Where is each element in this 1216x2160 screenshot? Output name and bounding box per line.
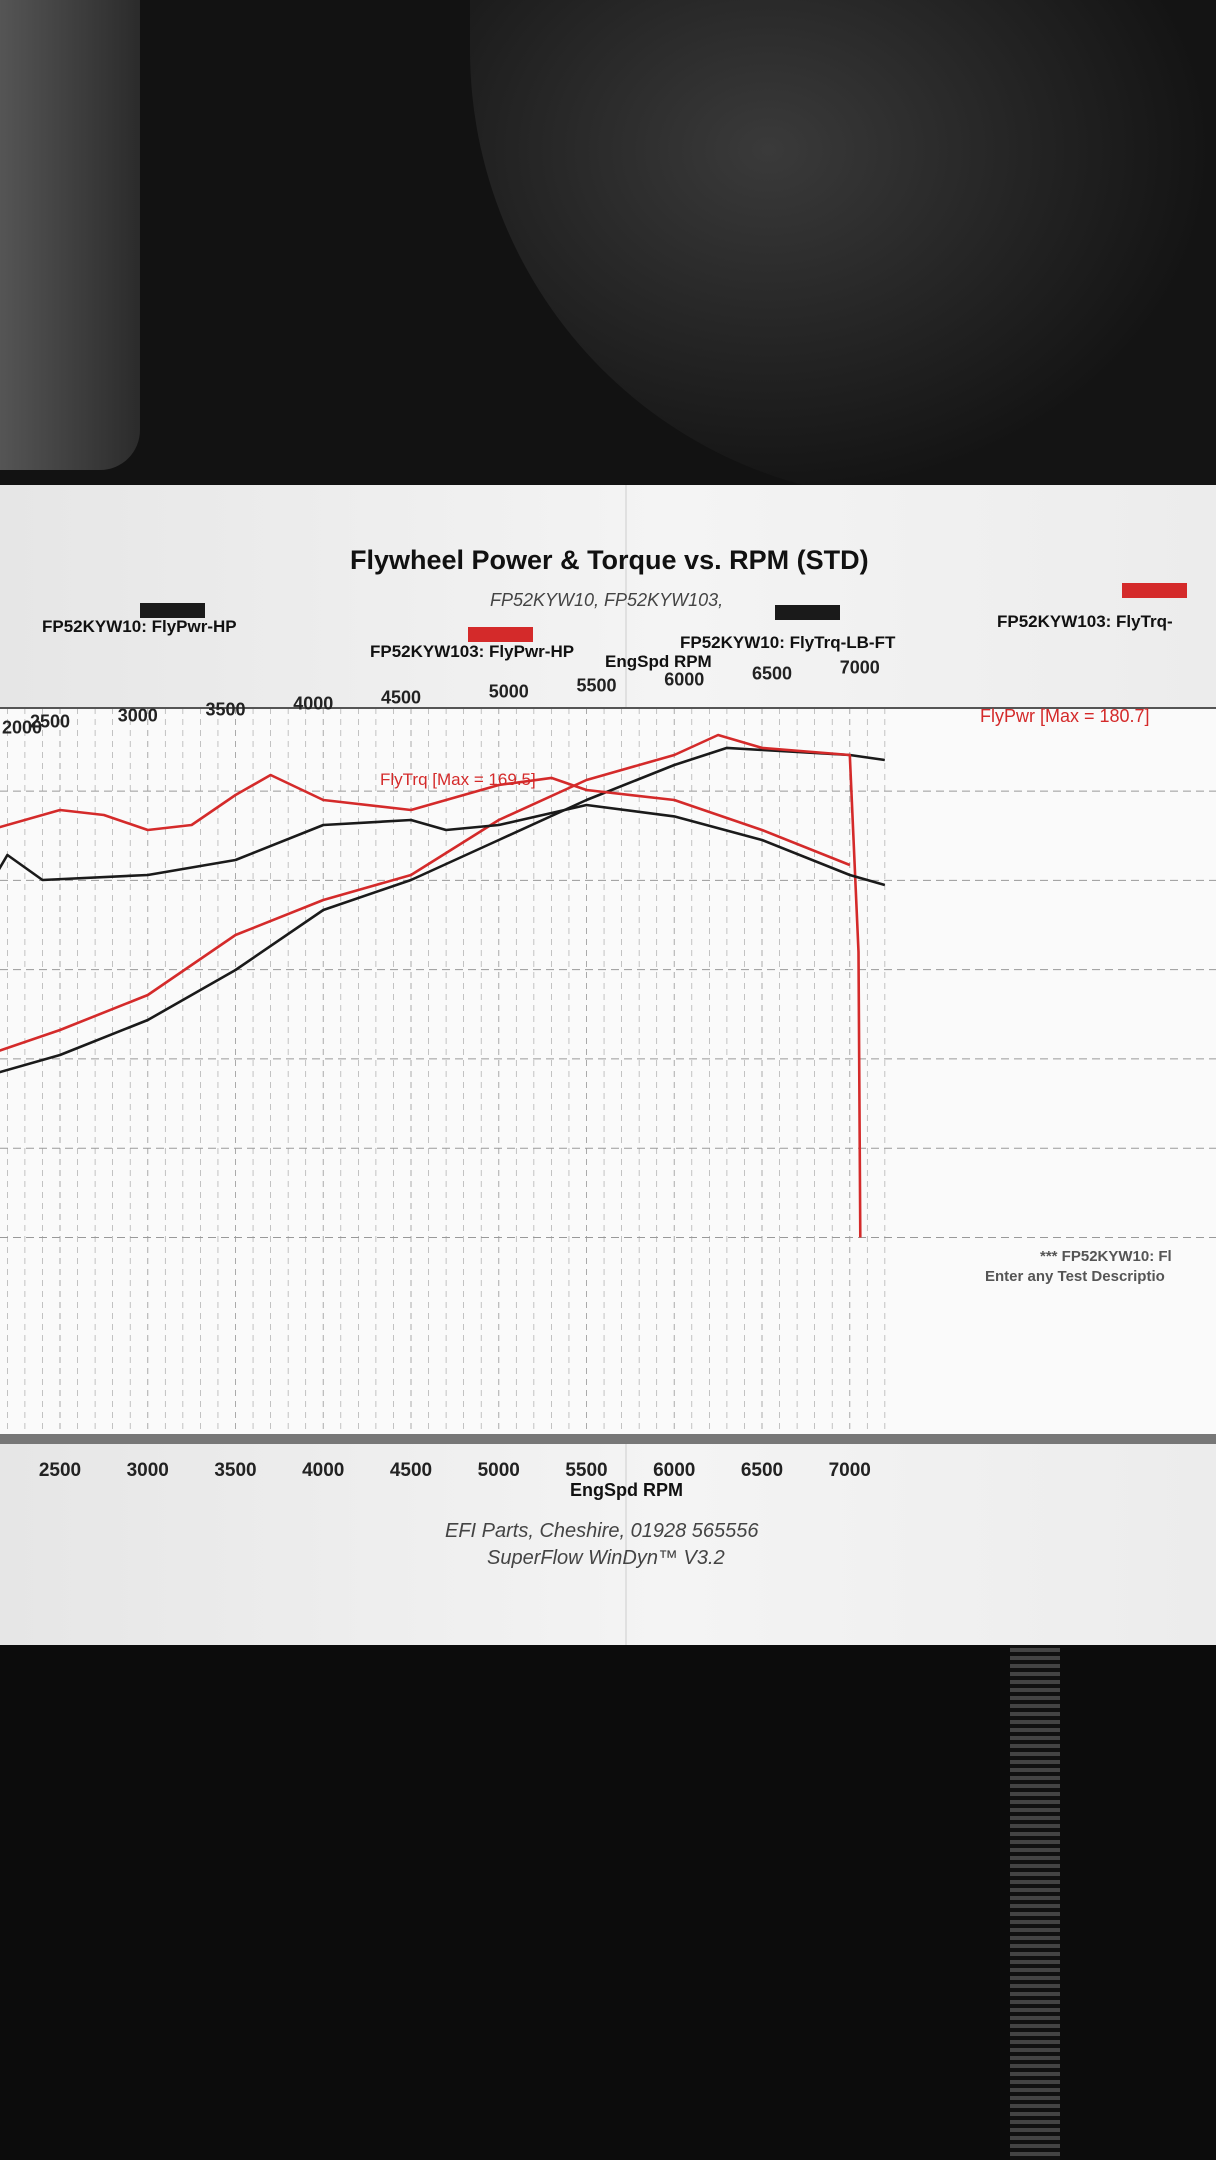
x-tick-label-top: 5500 [576,676,616,696]
plot-area [0,708,1216,1440]
x-axis-label-top: EngSpd RPM [605,652,712,671]
x-tick-label: 4000 [302,1460,344,1481]
test-note-description: Enter any Test Descriptio [985,1268,1165,1285]
power-max-annotation: FlyPwr [Max = 180.7] [980,706,1150,726]
legend-swatch-1 [140,603,205,618]
x-tick-label: 3500 [214,1460,256,1481]
x-tick-label-top: 5000 [489,682,529,702]
x-tick-label: 3000 [127,1460,169,1481]
x-tick-label-top: 3000 [118,706,158,726]
footer-shop: EFI Parts, Cheshire, 01928 565556 [445,1520,759,1542]
x-tick-label-top: 7000 [840,658,880,678]
legend-swatch-2 [468,627,533,642]
zipper [1010,1640,1060,2160]
x-tick-label-top: 4500 [381,688,421,708]
legend-label-4: FP52KYW103: FlyTrq- [997,612,1173,631]
x-tick-label: 7000 [829,1460,871,1481]
x-tick-label-top: 6000 [664,670,704,690]
x-tick-label-top: 2000 [2,718,42,738]
x-tick-label: 4500 [390,1460,432,1481]
x-axis-label: EngSpd RPM [570,1480,683,1500]
footer-software: SuperFlow WinDyn™ V3.2 [487,1547,725,1569]
legend-label-1: FP52KYW10: FlyPwr-HP [42,617,237,636]
legend-label-3: FP52KYW10: FlyTrq-LB-FT [680,633,896,652]
car-pillar [0,0,140,470]
x-tick-label: 5500 [565,1460,607,1481]
x-tick-label: 5000 [478,1460,520,1481]
legend-label-2: FP52KYW103: FlyPwr-HP [370,642,575,661]
x-tick-label-top: 4000 [293,694,333,714]
x-tick-label: 6000 [653,1460,695,1481]
series-line-2 [0,733,862,1238]
x-tick-label: 6500 [741,1460,783,1481]
x-tick-label: 2500 [39,1460,81,1481]
x-tick-label-top: 3500 [205,700,245,720]
plot-bottom-axis [0,1434,1216,1444]
torque-max-annotation: FlyTrq [Max = 169.5] [380,770,536,789]
chart-subtitle: FP52KYW10, FP52KYW103, [490,590,724,610]
test-note-title: *** FP52KYW10: Fl [1040,1248,1172,1265]
chart-title: Flywheel Power & Torque vs. RPM (STD) [350,545,869,575]
legend-swatch-3 [775,605,840,620]
x-tick-label-top: 2500 [30,712,70,732]
series-line-3 [0,803,886,887]
legend-swatch-4 [1122,583,1187,598]
x-tick-label-top: 6500 [752,664,792,684]
